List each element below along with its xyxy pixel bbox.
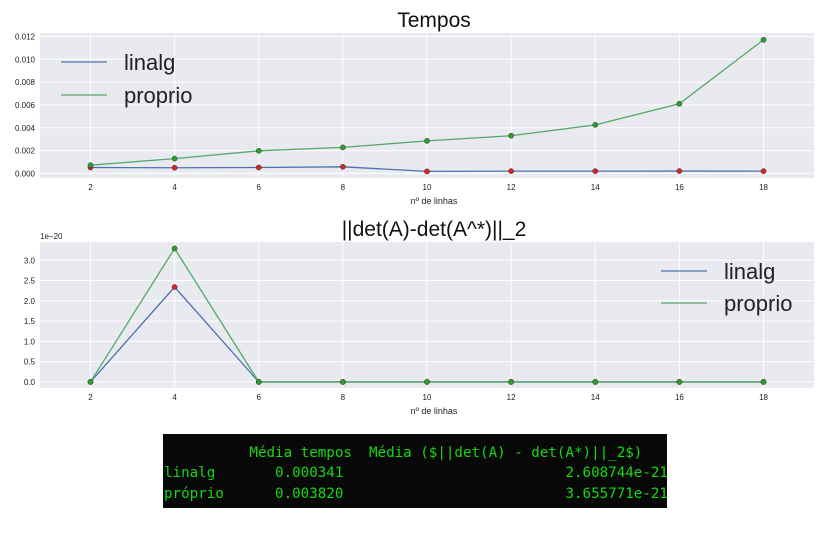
figure: 2 4 6 8 10 12 14 16 18 0.000 0.002 0.004 0.006 0.008 0… (15, 9, 814, 416)
y-tick-label: 0.004 (15, 124, 36, 133)
x-tick-label: 8 (341, 393, 346, 402)
y-tick-label: 2.0 (24, 297, 36, 306)
y-tick-label: 1.5 (24, 317, 36, 326)
data-point-proprio (340, 144, 346, 151)
data-point-proprio (87, 162, 94, 169)
x-tick-label: 4 (172, 393, 177, 402)
y-tick-label: 0.5 (24, 358, 36, 367)
chart-1: 2 4 6 8 10 12 14 16 18 0.000 0.002 0.004 0.006 0.008 0… (15, 9, 814, 206)
y-tick-label: 3.0 (24, 256, 36, 265)
x-tick-label: 14 (591, 183, 600, 192)
x-axis-label: nº de linhas (411, 406, 458, 416)
data-point-linalg (592, 168, 599, 174)
terminal-row-linalg: linalg 0.000341 2.608744e-21 (164, 465, 667, 482)
terminal-row-proprio: próprio 0.003820 3.655771e-21 (164, 485, 667, 502)
chart-title: ||det(A)-det(A^*)||_2 (342, 218, 527, 241)
data-point-linalg (340, 164, 346, 170)
y-tick-label: 1.0 (24, 337, 36, 346)
data-point-proprio (87, 379, 94, 385)
legend-label-proprio: proprio (124, 83, 192, 108)
chart-title: Tempos (397, 9, 471, 32)
data-point-proprio (592, 122, 599, 128)
data-point-proprio (760, 37, 767, 43)
x-tick-label: 16 (675, 183, 684, 192)
data-point-linalg (508, 168, 514, 174)
y-tick-label: 2.5 (24, 277, 36, 286)
x-tick-label: 6 (257, 393, 262, 402)
data-point-proprio (171, 245, 178, 252)
legend-label-proprio: proprio (724, 291, 792, 316)
terminal-header: Média tempos Média ($||det(A) - det(A*)|… (164, 445, 643, 461)
data-point-proprio (508, 132, 514, 139)
data-point-linalg (255, 164, 262, 171)
data-point-linalg (171, 164, 178, 171)
x-tick-label: 12 (507, 183, 516, 192)
x-tick-label: 6 (257, 183, 262, 192)
data-point-proprio (424, 379, 430, 385)
y-tick-label: 0.012 (15, 32, 36, 41)
data-point-proprio (760, 379, 767, 385)
data-point-proprio (424, 138, 430, 144)
data-point-proprio (255, 379, 262, 385)
data-point-proprio (676, 379, 683, 385)
x-tick-label: 12 (507, 393, 516, 402)
x-tick-label: 2 (88, 393, 93, 402)
x-tick-label: 18 (759, 183, 768, 192)
data-point-linalg (171, 284, 178, 290)
x-tick-label: 14 (591, 393, 600, 402)
x-tick-label: 16 (675, 393, 684, 402)
data-point-proprio (592, 379, 599, 385)
y-tick-label: 0.008 (15, 78, 36, 87)
x-tick-label: 10 (423, 183, 432, 192)
x-tick-label: 18 (759, 393, 768, 402)
data-point-proprio (255, 148, 262, 154)
data-point-linalg (760, 168, 767, 174)
y-tick-label: 0.010 (15, 55, 36, 64)
x-tick-label: 10 (423, 393, 432, 402)
y-tick-label: 0.006 (15, 101, 36, 110)
data-point-linalg (676, 168, 683, 174)
y-offset-text: 1e−20 (40, 232, 63, 241)
y-tick-label: 0.000 (15, 169, 36, 178)
legend-label-linalg: linalg (124, 50, 175, 75)
terminal-output: Média tempos Média ($||det(A) - det(A*)|… (163, 434, 667, 508)
data-point-proprio (508, 379, 514, 385)
x-tick-label: 8 (341, 183, 346, 192)
legend-label-linalg: linalg (724, 259, 775, 284)
y-tick-label: 0.0 (24, 378, 36, 387)
data-point-proprio (340, 379, 346, 385)
data-point-linalg (424, 168, 430, 175)
chart-2: 2 4 6 8 10 12 14 16 18 0.0 0.5 1.0 1.5 2.0 2.5 3.0 1e−20… (24, 218, 814, 416)
data-point-proprio (676, 100, 683, 107)
x-tick-label: 2 (88, 183, 93, 192)
y-tick-label: 0.002 (15, 147, 36, 156)
data-point-proprio (171, 155, 178, 162)
x-tick-label: 4 (172, 183, 177, 192)
x-axis-label: nº de linhas (411, 196, 458, 206)
